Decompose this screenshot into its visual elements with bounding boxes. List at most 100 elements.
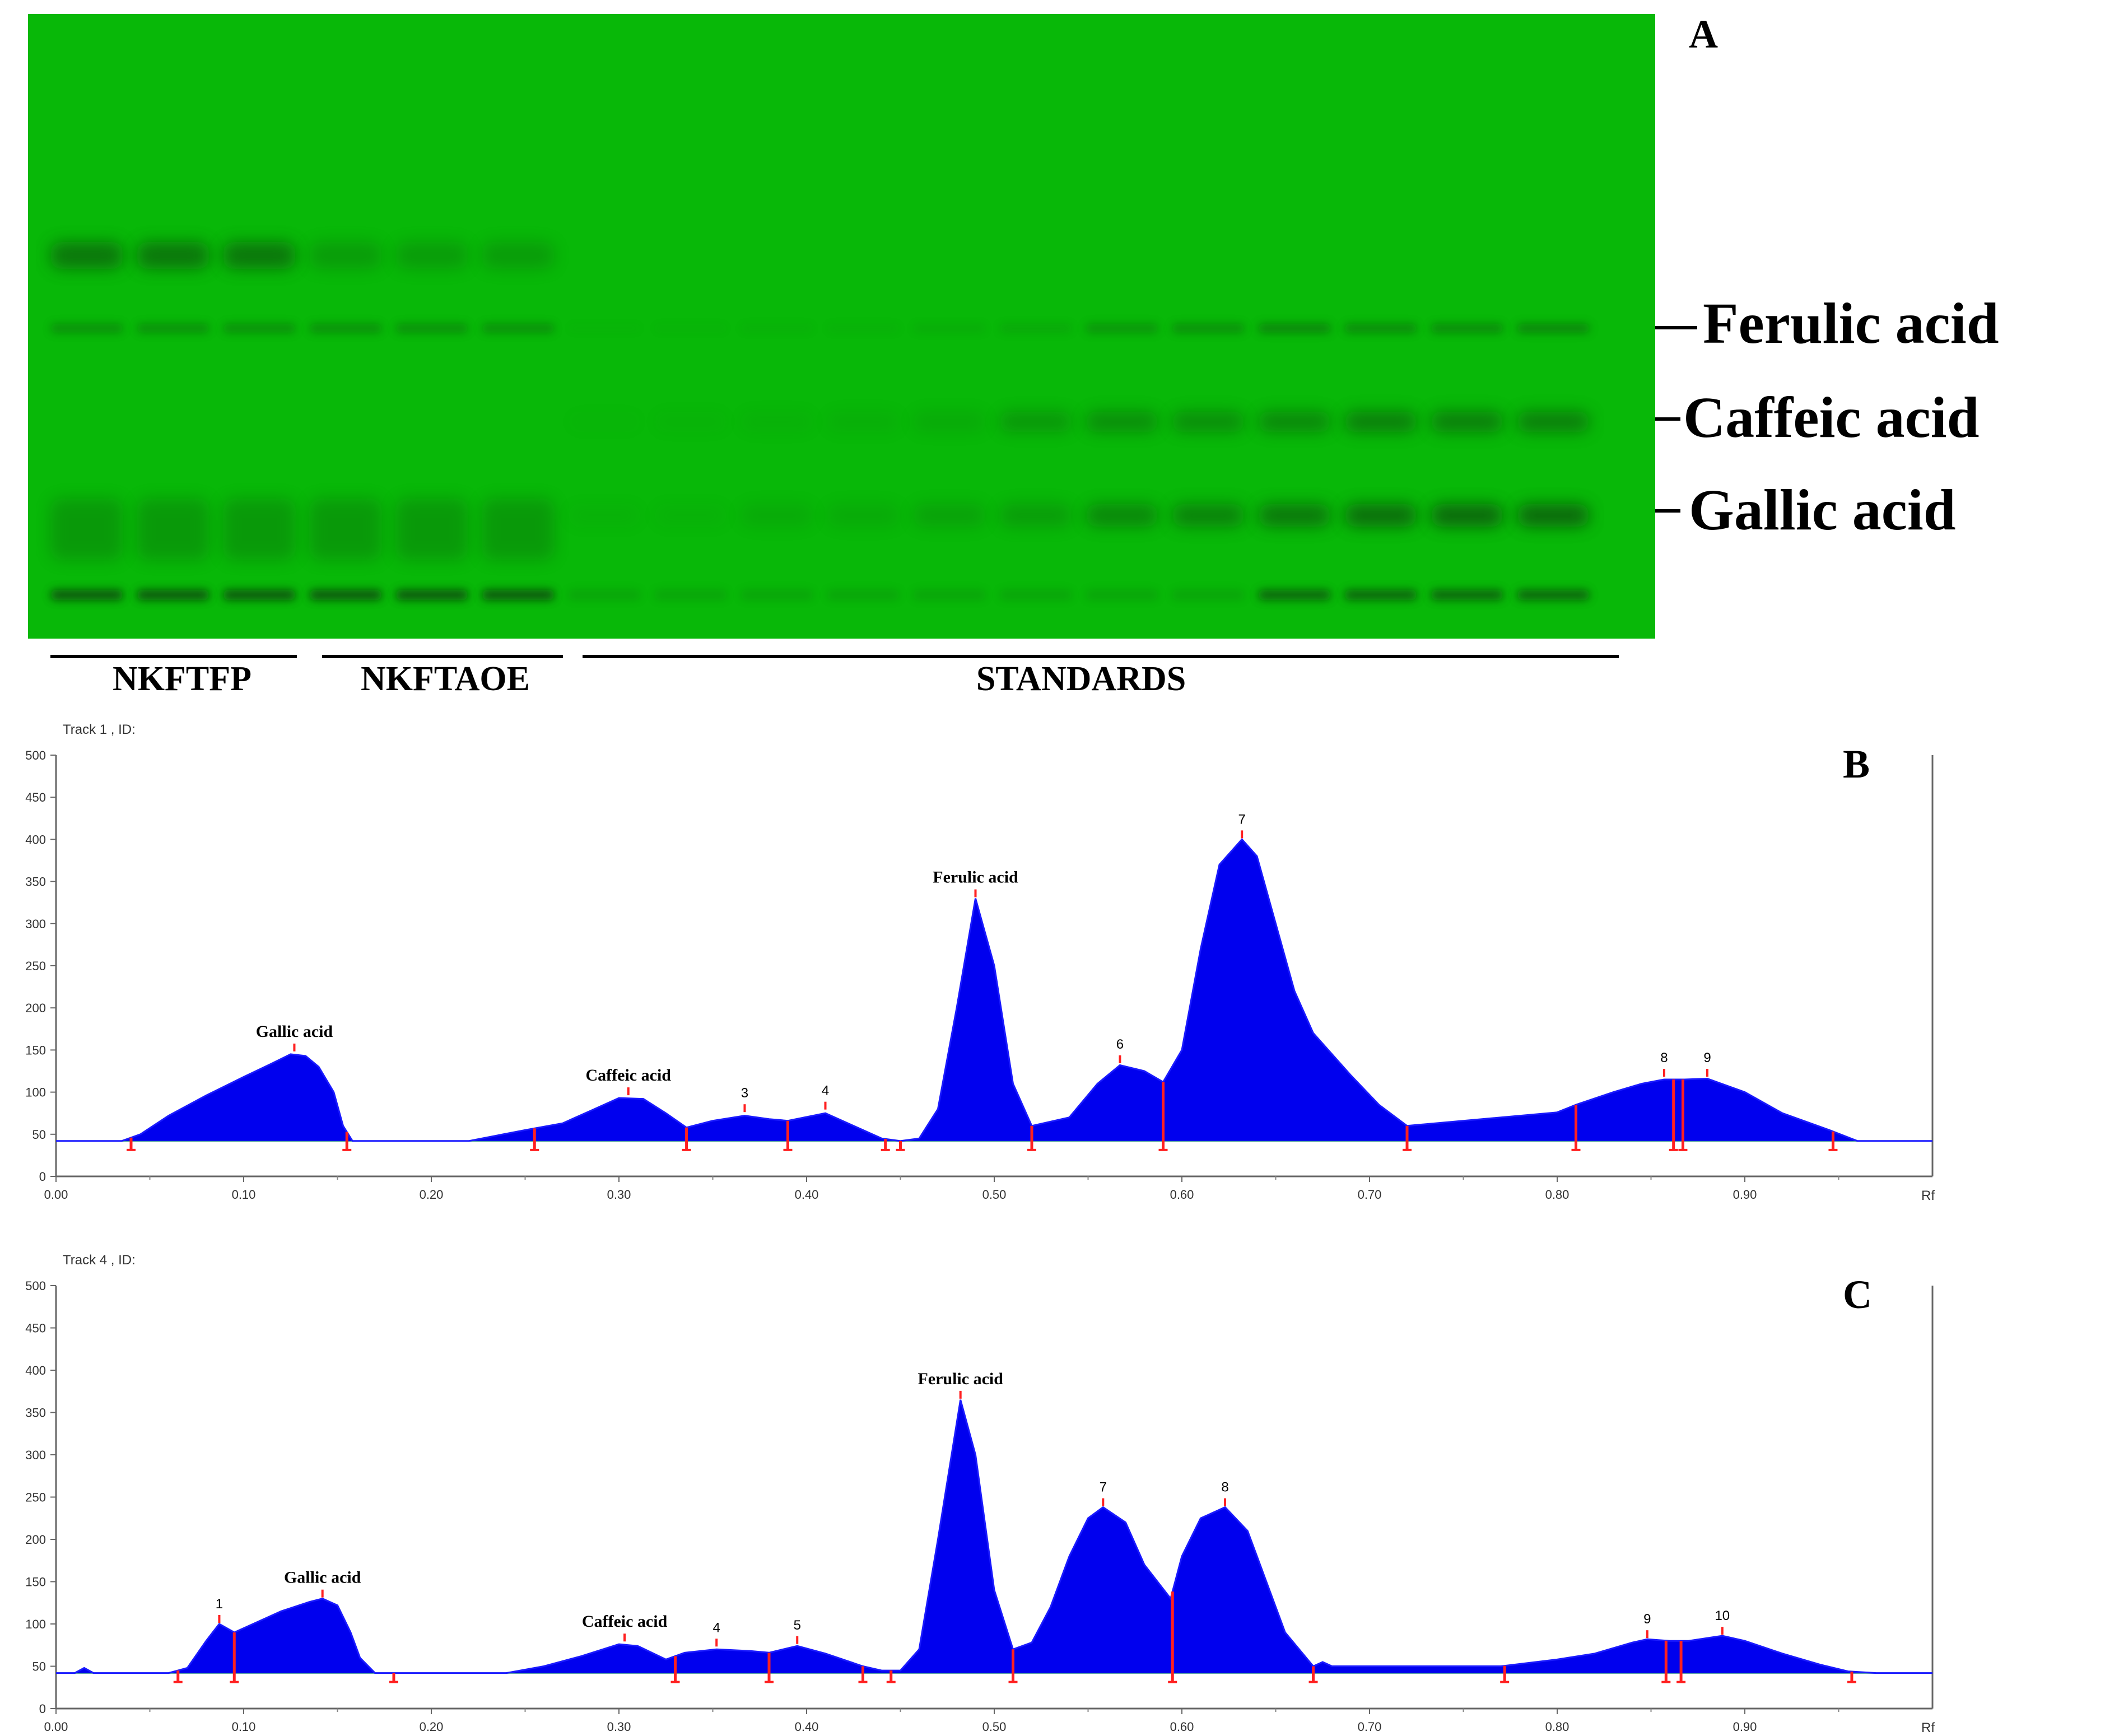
y-tick-label: 500 <box>25 748 46 762</box>
gallic-band <box>1258 504 1331 527</box>
gallic-band <box>741 504 813 527</box>
peak-label: 7 <box>1100 1480 1107 1495</box>
ferulic-band <box>654 324 727 333</box>
origin-band <box>223 590 296 600</box>
densitogram-c: Track 4 , ID:C05010015020025030035040045… <box>25 1253 1935 1735</box>
gallic-band <box>395 499 468 560</box>
profile-line <box>56 1399 1932 1674</box>
caffeic-band <box>1172 412 1245 432</box>
peak-label: 10 <box>1715 1608 1730 1623</box>
x-tick-label: 0.30 <box>607 1720 631 1734</box>
peak-label: 8 <box>1660 1050 1668 1065</box>
y-tick-label: 300 <box>25 917 46 931</box>
x-tick-label: 0.20 <box>420 1188 444 1202</box>
ferulic-band <box>1517 324 1590 333</box>
caffeic-band <box>568 412 641 432</box>
ferulic-band <box>913 324 986 333</box>
peak-label: 7 <box>1238 812 1246 827</box>
ferulic-band <box>1172 324 1245 333</box>
x-tick-label: 0.50 <box>982 1188 1007 1202</box>
caffeic-band <box>999 412 1072 432</box>
ferulic-band <box>1344 324 1417 333</box>
y-tick-label: 450 <box>25 790 46 804</box>
peak-label: 4 <box>822 1083 829 1099</box>
x-tick-label: 0.70 <box>1358 1188 1382 1202</box>
peak-label: 4 <box>713 1620 720 1635</box>
upper-band <box>309 242 382 269</box>
peak-label: 9 <box>1643 1612 1651 1627</box>
x-tick-label: 0.40 <box>795 1188 819 1202</box>
x-tick-label: 0.20 <box>420 1720 444 1734</box>
peak-area <box>56 839 1932 1141</box>
x-axis-label: Rf <box>1921 1188 1935 1203</box>
origin-band <box>1431 590 1503 600</box>
ferulic-band <box>1431 324 1503 333</box>
ferulic-band <box>482 324 555 333</box>
origin-band <box>137 590 209 600</box>
upper-band <box>395 242 468 269</box>
caffeic-band <box>827 412 900 432</box>
plate-bands <box>50 242 1590 600</box>
ferulic-band <box>50 324 123 333</box>
x-tick-label: 0.00 <box>44 1720 68 1734</box>
gallic-band <box>999 504 1072 527</box>
origin-band <box>50 590 123 600</box>
label-ferulic-acid: Ferulic acid <box>1703 291 1999 356</box>
x-tick-label: 0.70 <box>1358 1720 1382 1734</box>
caffeic-band <box>1517 412 1590 432</box>
ferulic-band <box>827 324 900 333</box>
peak-label: Gallic acid <box>256 1022 333 1041</box>
peak-label: 8 <box>1221 1480 1228 1495</box>
peak-label: Gallic acid <box>284 1569 361 1587</box>
ferulic-band <box>999 324 1072 333</box>
x-tick-label: 0.60 <box>1170 1720 1194 1734</box>
caffeic-band <box>1431 412 1503 432</box>
y-tick-label: 200 <box>25 1001 46 1015</box>
x-tick-label: 0.50 <box>982 1720 1007 1734</box>
x-tick-label: 0.30 <box>607 1188 631 1202</box>
ferulic-band <box>309 324 382 333</box>
track-label: Track 1 , ID: <box>63 722 136 737</box>
gallic-band <box>137 499 209 560</box>
tlc-plate-panel: A Ferulic acid Caffeic acid Gallic acid … <box>28 12 1999 698</box>
y-tick-label: 200 <box>25 1533 46 1547</box>
origin-band <box>309 590 382 600</box>
x-tick-label: 0.10 <box>232 1188 256 1202</box>
origin-band <box>1344 590 1417 600</box>
y-tick-label: 0 <box>39 1170 46 1184</box>
y-tick-label: 400 <box>25 1363 46 1377</box>
x-tick-label: 0.80 <box>1545 1720 1570 1734</box>
ferulic-band <box>741 324 813 333</box>
x-tick-label: 0.00 <box>44 1188 68 1202</box>
peak-label: Ferulic acid <box>933 868 1018 887</box>
y-tick-label: 250 <box>25 959 46 973</box>
y-tick-label: 100 <box>25 1617 46 1631</box>
peak-label: 6 <box>1116 1037 1124 1052</box>
peak-area <box>56 1399 1932 1673</box>
y-tick-label: 250 <box>25 1491 46 1505</box>
gallic-band <box>1086 504 1158 527</box>
origin-band <box>482 590 555 600</box>
peak-label: 5 <box>794 1618 801 1633</box>
y-tick-label: 450 <box>25 1321 46 1335</box>
x-tick-label: 0.10 <box>232 1720 256 1734</box>
caffeic-band <box>1344 412 1417 432</box>
label-caffeic-acid: Caffeic acid <box>1683 385 1979 450</box>
gallic-band <box>223 499 296 560</box>
y-tick-label: 500 <box>25 1279 46 1293</box>
origin-band <box>1172 590 1245 600</box>
label-gallic-acid: Gallic acid <box>1689 478 1956 542</box>
gallic-band <box>568 504 641 527</box>
profile-line <box>56 838 1932 1142</box>
x-tick-label: 0.80 <box>1545 1188 1570 1202</box>
panel-label-a: A <box>1689 12 1718 57</box>
origin-band <box>1086 590 1158 600</box>
y-tick-label: 400 <box>25 832 46 846</box>
origin-band <box>913 590 986 600</box>
gallic-band <box>654 504 727 527</box>
upper-band <box>223 242 296 269</box>
y-tick-label: 350 <box>25 1406 46 1420</box>
y-tick-label: 50 <box>32 1128 46 1142</box>
panel-label: B <box>1843 742 1870 786</box>
x-tick-label: 0.90 <box>1733 1720 1757 1734</box>
